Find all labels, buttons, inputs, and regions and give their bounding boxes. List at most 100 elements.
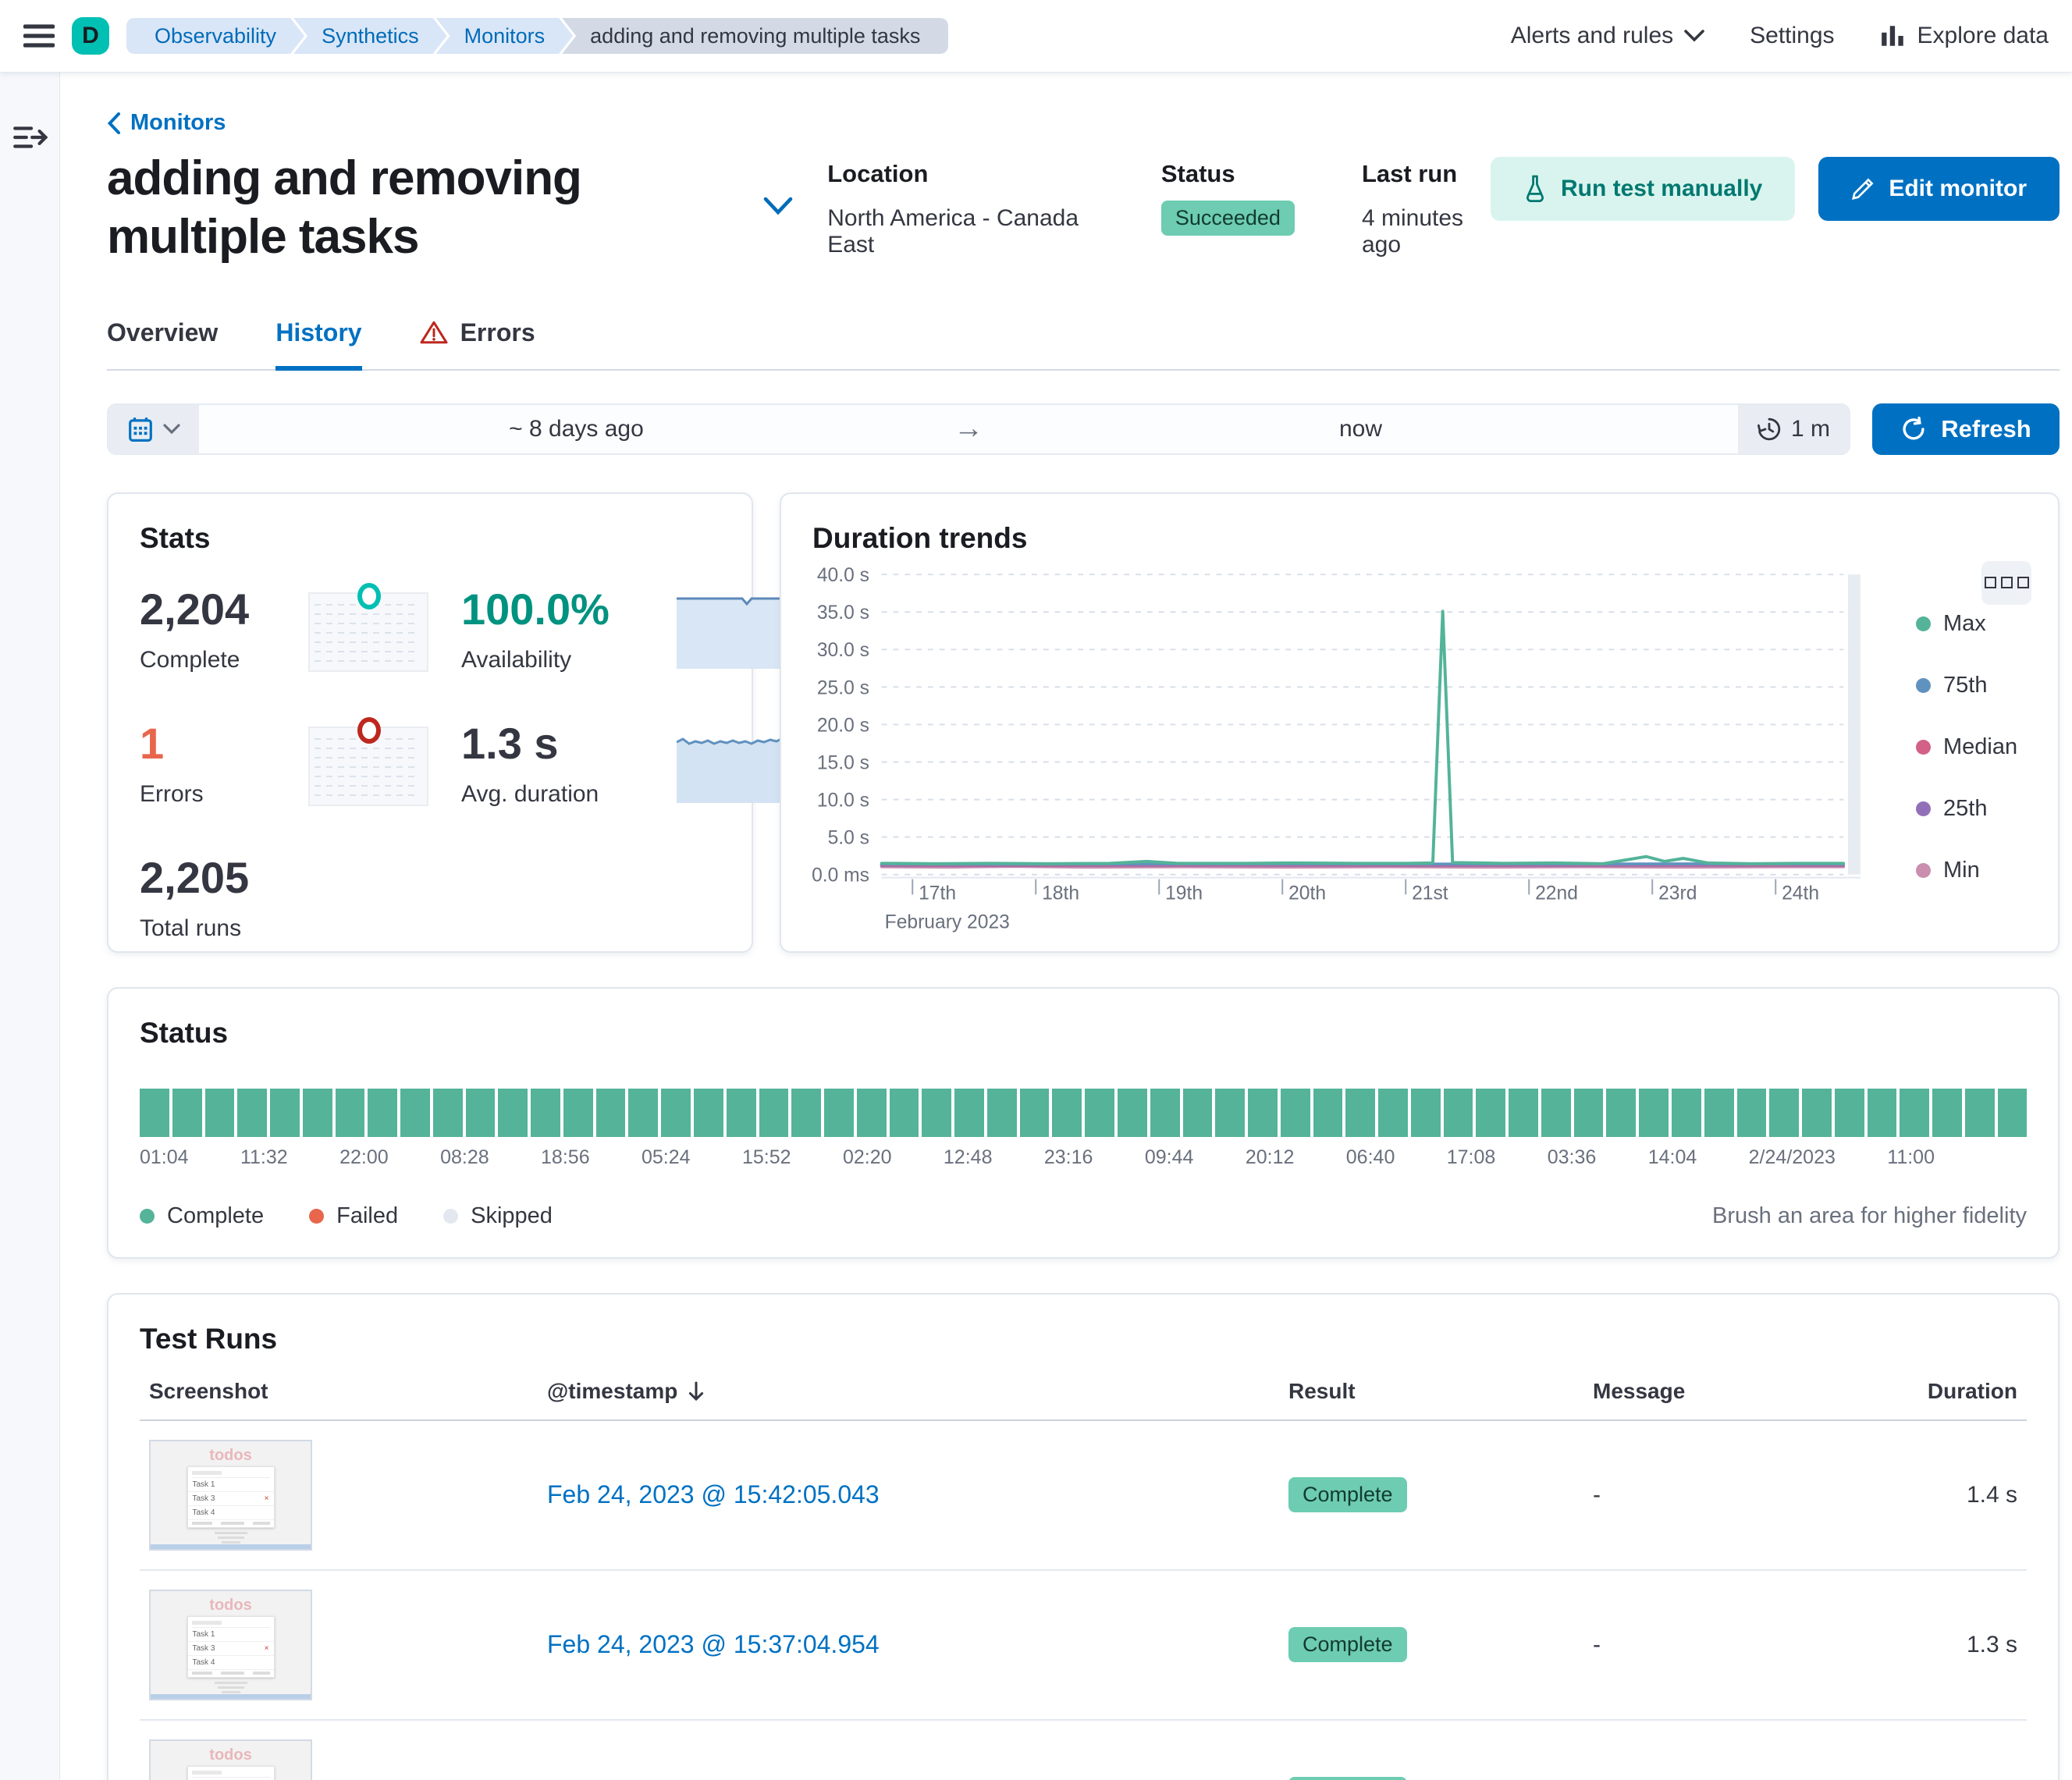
refresh-interval-button[interactable]: 1 m bbox=[1738, 404, 1849, 453]
status-block-complete[interactable] bbox=[1639, 1088, 1669, 1137]
status-block-complete[interactable] bbox=[1736, 1088, 1767, 1137]
top-nav: Alerts and rules Settings Explore data bbox=[1511, 23, 2049, 49]
status-block-complete[interactable] bbox=[1834, 1088, 1864, 1137]
status-block-complete[interactable] bbox=[1345, 1088, 1376, 1137]
breadcrumb[interactable]: Synthetics bbox=[293, 18, 447, 54]
expand-sidebar-icon[interactable] bbox=[12, 123, 48, 152]
status-block-complete[interactable] bbox=[140, 1088, 169, 1137]
status-block-complete[interactable] bbox=[270, 1088, 300, 1137]
chart-options-icon[interactable] bbox=[1981, 560, 2031, 605]
status-block-complete[interactable] bbox=[1052, 1088, 1082, 1137]
status-block-complete[interactable] bbox=[595, 1088, 626, 1137]
status-block-complete[interactable] bbox=[1997, 1088, 2028, 1137]
status-block-complete[interactable] bbox=[1215, 1088, 1246, 1137]
status-block-complete[interactable] bbox=[465, 1088, 496, 1137]
status-block-complete[interactable] bbox=[856, 1088, 887, 1137]
legend-item-max[interactable]: Max bbox=[1916, 611, 2017, 637]
status-block-complete[interactable] bbox=[1769, 1088, 1800, 1137]
status-block-complete[interactable] bbox=[1704, 1088, 1734, 1137]
calendar-menu-button[interactable] bbox=[108, 404, 199, 453]
legend-item-25th[interactable]: 25th bbox=[1916, 796, 2017, 822]
status-block-complete[interactable] bbox=[1182, 1088, 1213, 1137]
legend-item-median[interactable]: Median bbox=[1916, 734, 2017, 760]
tab-overview[interactable]: Overview bbox=[107, 318, 218, 371]
status-block-complete[interactable] bbox=[824, 1088, 854, 1137]
status-block-complete[interactable] bbox=[1280, 1088, 1310, 1137]
status-block-complete[interactable] bbox=[1802, 1088, 1832, 1137]
status-block-complete[interactable] bbox=[400, 1088, 430, 1137]
svg-text:20.0 s: 20.0 s bbox=[817, 715, 869, 736]
status-block-complete[interactable] bbox=[237, 1088, 268, 1137]
status-block-complete[interactable] bbox=[954, 1088, 984, 1137]
status-block-complete[interactable] bbox=[1378, 1088, 1408, 1137]
status-block-complete[interactable] bbox=[1900, 1088, 1930, 1137]
status-block-complete[interactable] bbox=[563, 1088, 593, 1137]
column-header-timestamp[interactable]: @timestamp bbox=[547, 1379, 1288, 1404]
status-block-complete[interactable] bbox=[1671, 1088, 1701, 1137]
status-block-complete[interactable] bbox=[432, 1088, 463, 1137]
test-run-timestamp-link[interactable]: Feb 24, 2023 @ 15:42:05.043 bbox=[547, 1480, 880, 1509]
status-block-complete[interactable] bbox=[1410, 1088, 1441, 1137]
status-blocks[interactable] bbox=[140, 1088, 2028, 1137]
status-block-complete[interactable] bbox=[1117, 1088, 1147, 1137]
status-block-complete[interactable] bbox=[628, 1088, 659, 1137]
status-axis-tick: 11:32 bbox=[240, 1146, 288, 1168]
status-block-complete[interactable] bbox=[1964, 1088, 1995, 1137]
test-run-timestamp-link[interactable]: Feb 24, 2023 @ 15:37:04.954 bbox=[547, 1630, 880, 1659]
breadcrumb[interactable]: Monitors bbox=[436, 18, 574, 54]
back-to-monitors-link[interactable]: Monitors bbox=[107, 110, 226, 136]
svg-text:22nd: 22nd bbox=[1535, 883, 1578, 904]
status-block-complete[interactable] bbox=[368, 1088, 398, 1137]
status-block-complete[interactable] bbox=[335, 1088, 365, 1137]
status-block-complete[interactable] bbox=[1248, 1088, 1278, 1137]
status-block-complete[interactable] bbox=[1509, 1088, 1538, 1137]
breadcrumb[interactable]: Observability bbox=[126, 18, 304, 54]
status-block-complete[interactable] bbox=[531, 1088, 560, 1137]
status-block-complete[interactable] bbox=[661, 1088, 691, 1137]
legend-dot-icon bbox=[1916, 862, 1931, 878]
status-block-complete[interactable] bbox=[302, 1088, 332, 1137]
run-test-manually-button[interactable]: Run test manually bbox=[1490, 156, 1796, 221]
status-block-complete[interactable] bbox=[1606, 1088, 1637, 1137]
tab-errors[interactable]: Errors bbox=[420, 318, 535, 371]
avatar[interactable]: D bbox=[72, 17, 109, 55]
status-block-complete[interactable] bbox=[922, 1088, 952, 1137]
status-block-complete[interactable] bbox=[1150, 1088, 1180, 1137]
status-block-complete[interactable] bbox=[1867, 1088, 1897, 1137]
sort-down-icon[interactable] bbox=[685, 1380, 707, 1402]
status-block-complete[interactable] bbox=[172, 1088, 202, 1137]
legend-item-min[interactable]: Min bbox=[1916, 858, 2017, 883]
edit-monitor-button[interactable]: Edit monitor bbox=[1818, 156, 2060, 221]
status-block-complete[interactable] bbox=[1019, 1088, 1050, 1137]
refresh-button[interactable]: Refresh bbox=[1872, 403, 2060, 455]
explore-data-link[interactable]: Explore data bbox=[1880, 23, 2049, 49]
status-block-complete[interactable] bbox=[726, 1088, 756, 1137]
duration-trends-svg[interactable]: 0.0 ms 5.0 s 10.0 s 15.0 s 20.0 s 25.0 s 30.0 … bbox=[812, 560, 1905, 939]
status-block-complete[interactable] bbox=[986, 1088, 1017, 1137]
status-block-complete[interactable] bbox=[759, 1088, 789, 1137]
legend-item-75th[interactable]: 75th bbox=[1916, 673, 2017, 698]
status-block-complete[interactable] bbox=[1085, 1088, 1114, 1137]
status-block-complete[interactable] bbox=[694, 1088, 723, 1137]
status-block-complete[interactable] bbox=[1313, 1088, 1343, 1137]
title-chevron-down-icon[interactable] bbox=[763, 197, 793, 219]
date-start-input[interactable]: ~ 8 days ago bbox=[509, 415, 644, 442]
settings-link[interactable]: Settings bbox=[1750, 23, 1834, 49]
alerts-and-rules-menu[interactable]: Alerts and rules bbox=[1511, 23, 1704, 49]
status-block-complete[interactable] bbox=[1573, 1088, 1604, 1137]
status-block-complete[interactable] bbox=[1476, 1088, 1506, 1137]
status-block-complete[interactable] bbox=[1541, 1088, 1571, 1137]
status-block-complete[interactable] bbox=[1932, 1088, 1962, 1137]
status-block-complete[interactable] bbox=[791, 1088, 822, 1137]
status-block-complete[interactable] bbox=[889, 1088, 919, 1137]
menu-icon[interactable] bbox=[23, 23, 55, 48]
tab-history[interactable]: History bbox=[275, 318, 362, 371]
status-block-complete[interactable] bbox=[1443, 1088, 1473, 1137]
thumbnail-task-row: Task 1 bbox=[187, 1628, 274, 1642]
status-block-complete[interactable] bbox=[498, 1088, 528, 1137]
date-end-input[interactable]: now bbox=[1338, 415, 1383, 442]
status-block-complete[interactable] bbox=[204, 1088, 235, 1137]
